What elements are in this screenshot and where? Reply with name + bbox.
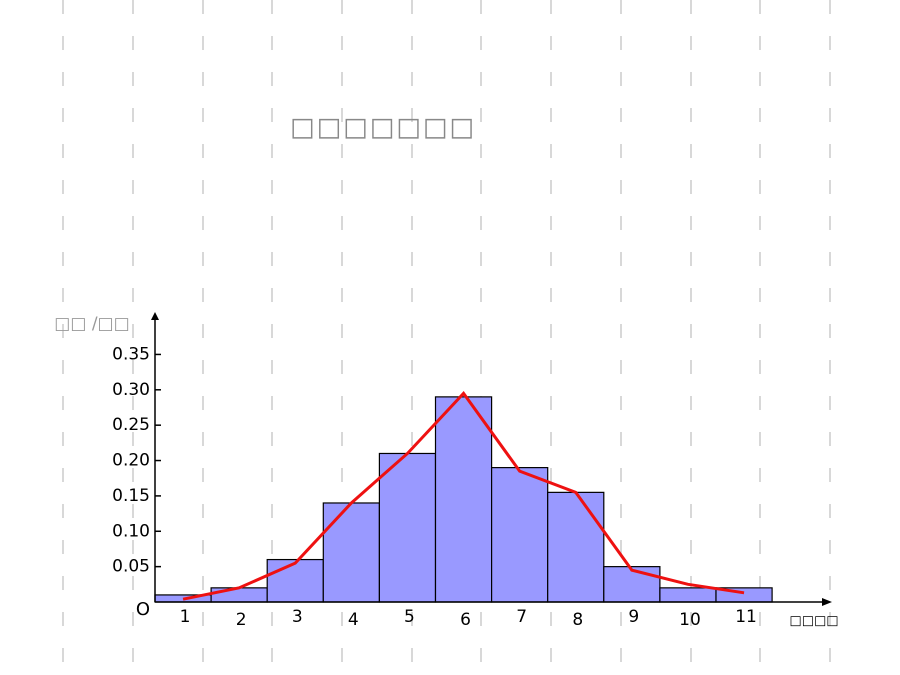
x-tick-label: 1 bbox=[180, 607, 191, 627]
bar bbox=[266, 558, 324, 603]
x-tick-label: 2 bbox=[236, 610, 247, 630]
bar bbox=[434, 396, 493, 603]
y-tick-label: 0.35 bbox=[112, 344, 150, 364]
bar bbox=[378, 452, 437, 603]
x-tick-label: 11 bbox=[735, 607, 757, 627]
bar bbox=[210, 587, 268, 603]
x-axis-arrow bbox=[822, 598, 832, 606]
x-tick-label: 9 bbox=[628, 607, 639, 627]
frequency-line bbox=[182, 390, 745, 601]
bar bbox=[547, 491, 605, 603]
y-tick-label: 0.30 bbox=[112, 380, 150, 400]
chart-title: □□□□□□□ bbox=[290, 113, 476, 143]
y-axis-arrow bbox=[151, 312, 159, 320]
bar bbox=[659, 587, 717, 603]
bar bbox=[491, 467, 549, 603]
x-tick-label: 3 bbox=[292, 607, 303, 627]
x-tick-label: 8 bbox=[572, 610, 583, 630]
y-tick-label: 0.25 bbox=[112, 415, 150, 435]
background-pattern bbox=[62, 0, 831, 675]
origin-label: O bbox=[136, 599, 150, 620]
y-tick-label: 0.05 bbox=[112, 557, 150, 577]
bar bbox=[322, 502, 380, 603]
y-tick-label: 0.10 bbox=[112, 521, 150, 541]
y-tick-label: 0.15 bbox=[112, 486, 150, 506]
y-axis-label: □□ /□□ bbox=[54, 314, 129, 334]
x-axis-label: □□□□ bbox=[789, 614, 838, 629]
x-tick-label: 5 bbox=[404, 607, 415, 627]
x-tick-label: 6 bbox=[460, 610, 471, 630]
bar bbox=[603, 566, 661, 603]
y-tick-label: 0.20 bbox=[112, 451, 150, 471]
x-tick-label: 10 bbox=[679, 610, 701, 630]
x-tick-label: 4 bbox=[348, 610, 359, 630]
x-tick-label: 7 bbox=[516, 607, 527, 627]
